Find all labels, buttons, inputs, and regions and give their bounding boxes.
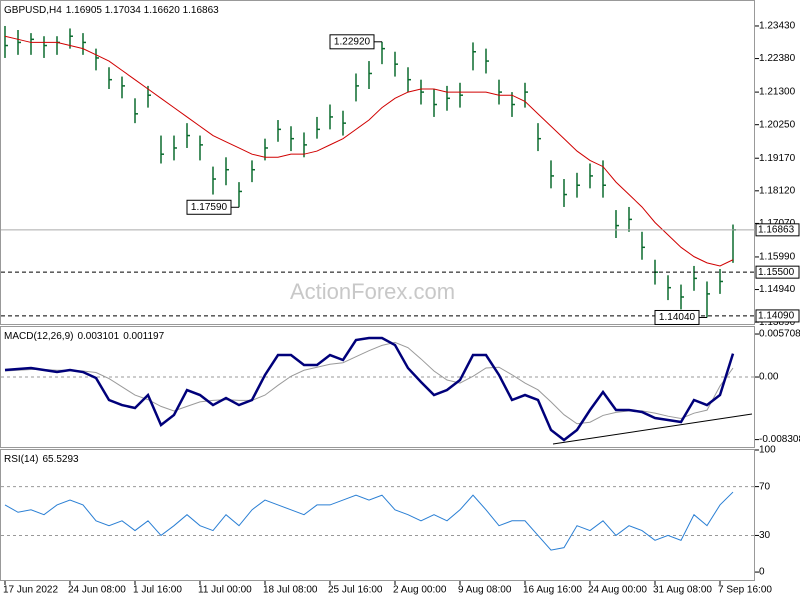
trend-line bbox=[552, 413, 753, 445]
y-tick-label: 1.19170 bbox=[759, 153, 796, 164]
annotation-label: 1.14040 bbox=[659, 312, 696, 323]
rsi-line bbox=[4, 491, 734, 551]
price-label: 1.16863 bbox=[758, 224, 795, 235]
annotation-box bbox=[186, 199, 232, 215]
price-label: 1.14090 bbox=[758, 311, 795, 322]
symbol: GBPUSD,H4 bbox=[4, 5, 62, 16]
watermark: ActionForex.com bbox=[290, 279, 455, 304]
y-tick-label: 0.005708 bbox=[759, 329, 800, 340]
signal-value: 0.001197 bbox=[123, 331, 164, 342]
x-tick-label: 7 Sep 16:00 bbox=[718, 585, 772, 596]
y-tick-label: 0.00 bbox=[759, 372, 779, 383]
rsi-panel bbox=[0, 449, 755, 581]
x-tick-label: 11 Jul 00:00 bbox=[198, 585, 252, 596]
y-tick-label: 0 bbox=[759, 567, 765, 578]
y-tick-label: -0.008308 bbox=[759, 434, 800, 445]
signal-line bbox=[4, 341, 734, 425]
rsi-title: RSI(14) bbox=[4, 454, 38, 465]
y-tick-label: 1.20250 bbox=[759, 119, 796, 130]
rsi-header: RSI(14) 65.5293 bbox=[4, 454, 79, 465]
y-tick-label: 70 bbox=[759, 481, 771, 492]
annotation-label: 1.17590 bbox=[191, 202, 228, 213]
x-tick-label: 31 Aug 08:00 bbox=[653, 585, 712, 596]
price-label: 1.15500 bbox=[758, 267, 795, 278]
y-tick-label: 1.23430 bbox=[759, 21, 796, 32]
x-tick-label: 2 Aug 00:00 bbox=[393, 585, 447, 596]
x-tick-label: 17 Jun 2022 bbox=[3, 585, 58, 596]
x-tick-label: 9 Aug 08:00 bbox=[458, 585, 512, 596]
y-tick-label: 1.14940 bbox=[759, 284, 796, 295]
x-tick-label: 18 Jul 08:00 bbox=[263, 585, 318, 596]
ohlc-values: 1.16905 1.17034 1.16620 1.16863 bbox=[66, 5, 219, 16]
rsi-value: 65.5293 bbox=[42, 454, 79, 465]
x-tick-label: 24 Aug 00:00 bbox=[588, 585, 647, 596]
x-tick-label: 1 Jul 16:00 bbox=[133, 585, 182, 596]
price-label-box bbox=[755, 309, 800, 323]
price-label-box bbox=[755, 265, 800, 279]
y-tick-label: 1.15990 bbox=[759, 252, 796, 263]
macd-title: MACD(12,26,9) bbox=[4, 331, 73, 342]
y-tick-label: 1.18120 bbox=[759, 185, 796, 196]
y-tick-label: 100 bbox=[759, 445, 776, 456]
price-header: GBPUSD,H4 1.16905 1.17034 1.16620 1.16863 bbox=[4, 5, 219, 16]
annotation-box bbox=[654, 309, 700, 325]
macd-header: MACD(12,26,9) 0.003101 0.001197 bbox=[4, 331, 165, 342]
moving-average bbox=[4, 35, 734, 267]
x-tick-label: 16 Aug 16:00 bbox=[523, 585, 582, 596]
macd-panel bbox=[0, 326, 755, 448]
y-tick-label: 30 bbox=[759, 530, 771, 541]
price-panel bbox=[0, 0, 755, 325]
x-tick-label: 24 Jun 08:00 bbox=[68, 585, 126, 596]
annotation-label: 1.22920 bbox=[334, 36, 371, 47]
annotation-box bbox=[329, 34, 375, 50]
price-label-box bbox=[755, 223, 800, 237]
macd-line bbox=[4, 336, 735, 442]
y-tick-label: 1.22380 bbox=[759, 53, 796, 64]
x-tick-label: 25 Jul 16:00 bbox=[328, 585, 383, 596]
macd-value: 0.003101 bbox=[77, 331, 119, 342]
y-tick-label: 1.21300 bbox=[759, 87, 796, 98]
